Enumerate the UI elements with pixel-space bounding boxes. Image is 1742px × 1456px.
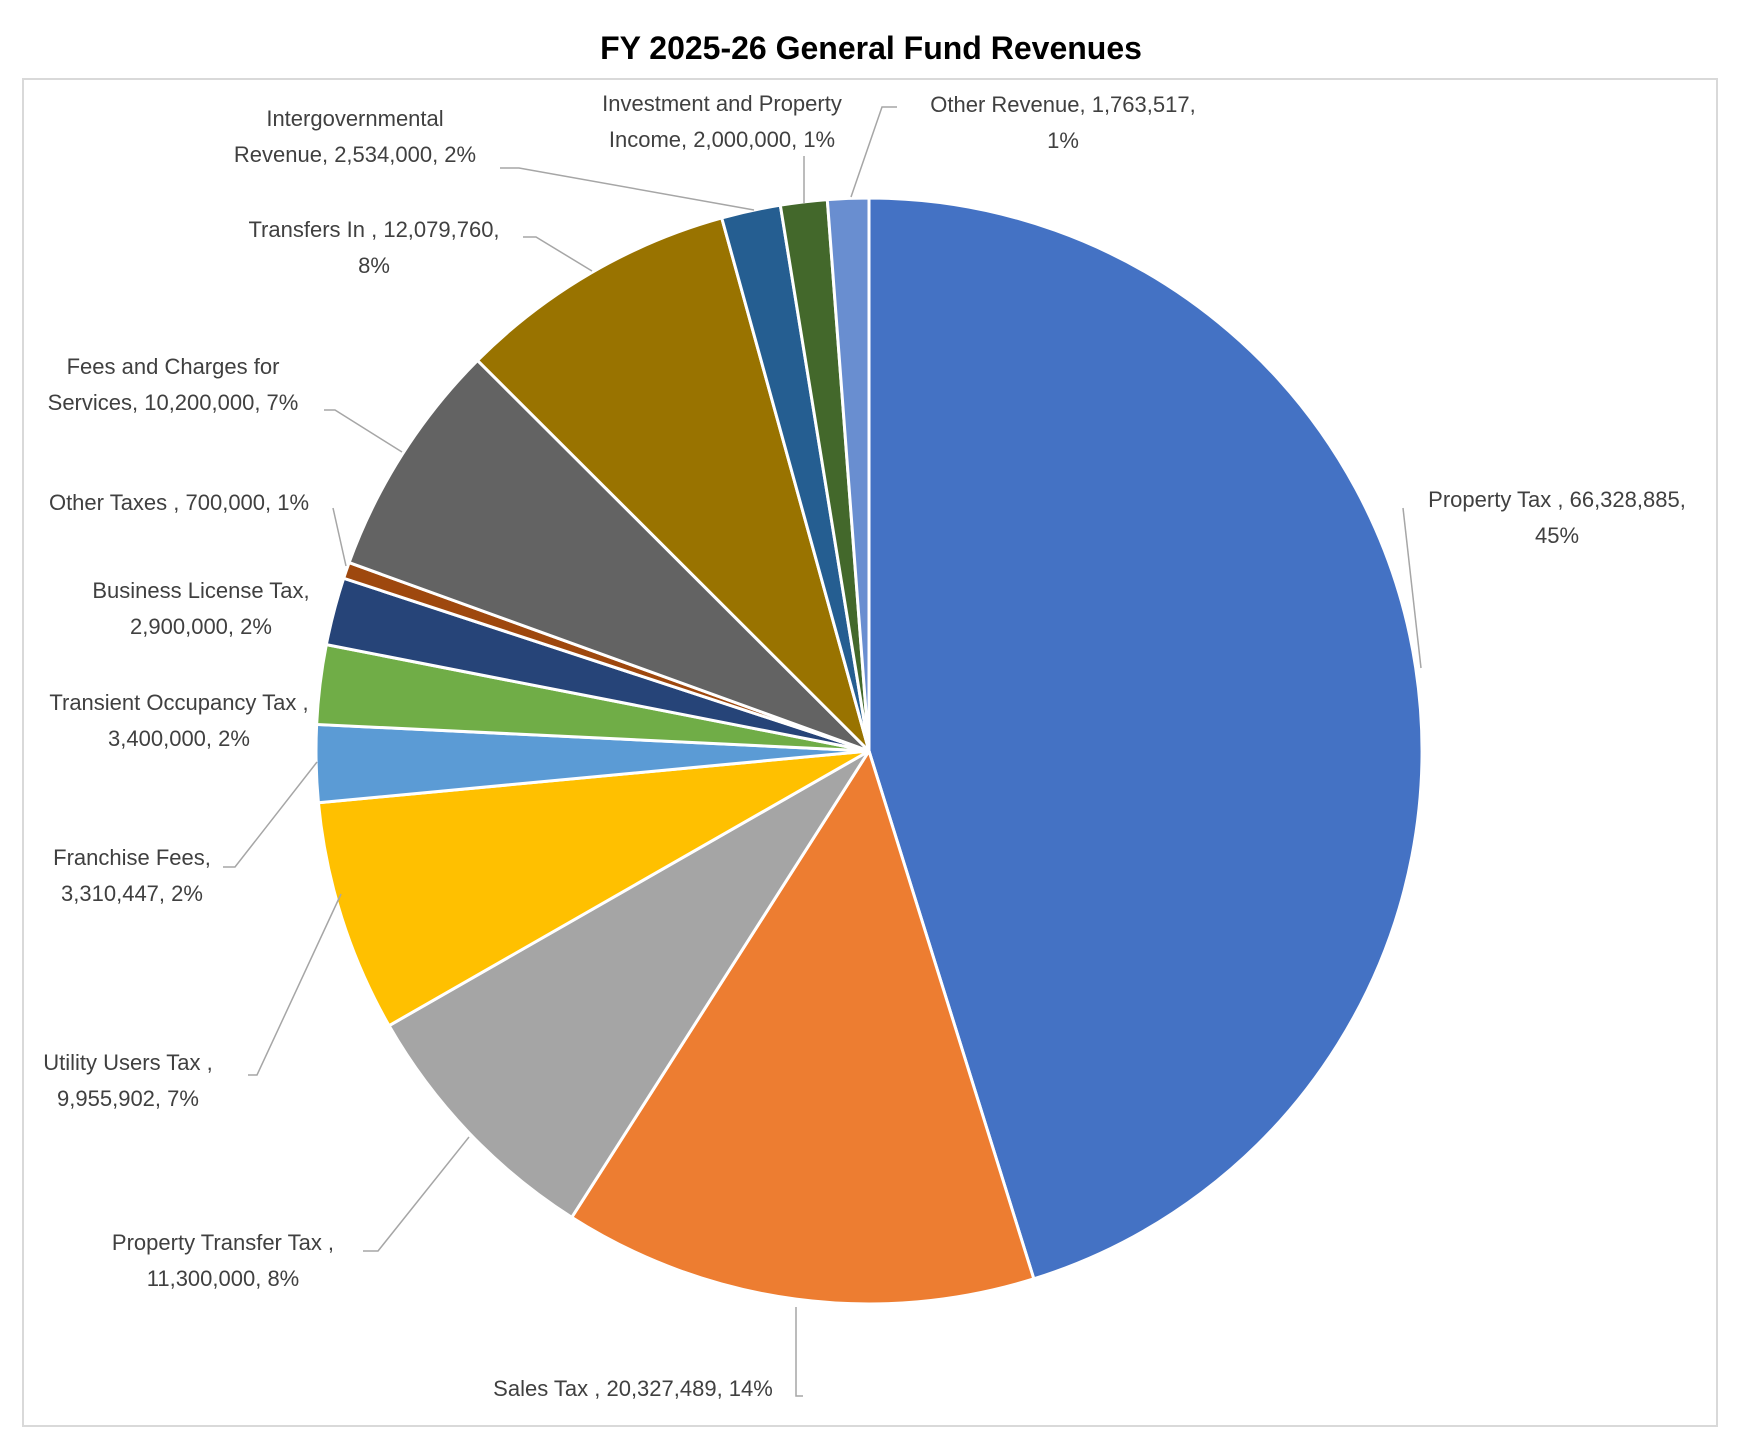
data-label-line: Sales Tax , 20,327,489, 14%: [493, 1376, 773, 1401]
data-label-line: 1%: [1047, 128, 1079, 153]
leader-line-utility-users-tax: [248, 893, 342, 1076]
data-label-transfers-in: Transfers In , 12,079,760, 8%: [248, 217, 499, 278]
leader-line-franchise-fees: [223, 761, 318, 868]
leader-line-sales-tax: [795, 1307, 803, 1397]
chart-area: [22, 78, 1718, 1427]
data-label-line: Business License Tax,: [92, 578, 309, 603]
leader-line-property-tax: [1402, 507, 1422, 669]
leader-line-property-transfer-tax: [363, 1136, 470, 1252]
leader-line-other-taxes: [332, 507, 347, 567]
data-label-transient-occupancy-tax: Transient Occupancy Tax , 3,400,000, 2%: [49, 690, 308, 751]
data-label-line: 2,900,000, 2%: [130, 614, 272, 639]
data-label-investment-and-property-income: Investment and Property Income, 2,000,000…: [602, 91, 842, 152]
data-label-line: Intergovernmental: [266, 106, 443, 131]
data-label-line: Services, 10,200,000, 7%: [48, 390, 299, 415]
data-label-intergovernmental-revenue: Intergovernmental Revenue, 2,534,000, 2%: [234, 106, 476, 167]
leader-line-fees-and-charges-for-services: [324, 409, 403, 453]
data-label-sales-tax: Sales Tax , 20,327,489, 14%: [493, 1376, 773, 1401]
data-label-line: 3,400,000, 2%: [108, 726, 250, 751]
data-label-other-taxes: Other Taxes , 700,000, 1%: [49, 490, 309, 515]
data-label-line: Transient Occupancy Tax ,: [49, 690, 308, 715]
pie-slice-utility-users-tax: [316, 749, 870, 1028]
leader-line-other-revenue: [850, 106, 897, 198]
data-label-utility-users-tax: Utility Users Tax , 9,955,902, 7%: [43, 1050, 213, 1111]
pie-slice-sales-tax: [569, 747, 1036, 1306]
data-label-line: Income, 2,000,000, 1%: [609, 127, 835, 152]
data-label-line: 9,955,902, 7%: [57, 1086, 199, 1111]
data-label-line: 8%: [358, 253, 390, 278]
data-label-line: 3,310,447, 2%: [61, 881, 203, 906]
data-label-property-tax: Property Tax , 66,328,885, 45%: [1428, 487, 1686, 548]
data-label-property-transfer-tax: Property Transfer Tax , 11,300,000, 8%: [112, 1230, 334, 1291]
data-label-business-license-tax: Business License Tax, 2,900,000, 2%: [92, 578, 309, 639]
leader-line-intergovernmental-revenue: [500, 167, 755, 211]
data-label-line: Property Transfer Tax ,: [112, 1230, 334, 1255]
data-label-line: Revenue, 2,534,000, 2%: [234, 142, 476, 167]
pie-slice-property-transfer-tax: [386, 749, 871, 1220]
data-label-fees-and-charges-for-services: Fees and Charges for Services, 10,200,000…: [48, 354, 299, 415]
data-label-line: Transfers In , 12,079,760,: [248, 217, 499, 242]
pie-slices: [314, 196, 1424, 1306]
data-label-line: 45%: [1535, 523, 1579, 548]
data-label-line: Franchise Fees,: [53, 845, 211, 870]
data-label-line: Fees and Charges for: [67, 354, 280, 379]
data-label-other-revenue: Other Revenue, 1,763,517, 1%: [930, 92, 1195, 153]
pie-slice-transfers-in: [475, 216, 872, 757]
data-label-line: Property Tax , 66,328,885,: [1428, 487, 1686, 512]
data-label-line: Investment and Property: [602, 91, 842, 116]
data-label-line: Utility Users Tax ,: [43, 1050, 213, 1075]
leader-line-transfers-in: [523, 236, 593, 272]
pie-slice-other-revenue: [825, 196, 871, 752]
chart-title: FY 2025-26 General Fund Revenues: [600, 30, 1142, 66]
data-labels: Property Tax , 66,328,885, 45% Sales Tax ,…: [43, 91, 1686, 1401]
data-label-line: Other Taxes , 700,000, 1%: [49, 490, 309, 515]
data-label-line: 11,300,000, 8%: [147, 1266, 300, 1291]
data-label-line: Other Revenue, 1,763,517,: [930, 92, 1195, 117]
pie-slice-fees-and-charges-for-services: [347, 358, 871, 753]
pie-slice-property-tax: [867, 196, 1424, 1281]
data-label-franchise-fees: Franchise Fees, 3,310,447, 2%: [53, 845, 211, 906]
